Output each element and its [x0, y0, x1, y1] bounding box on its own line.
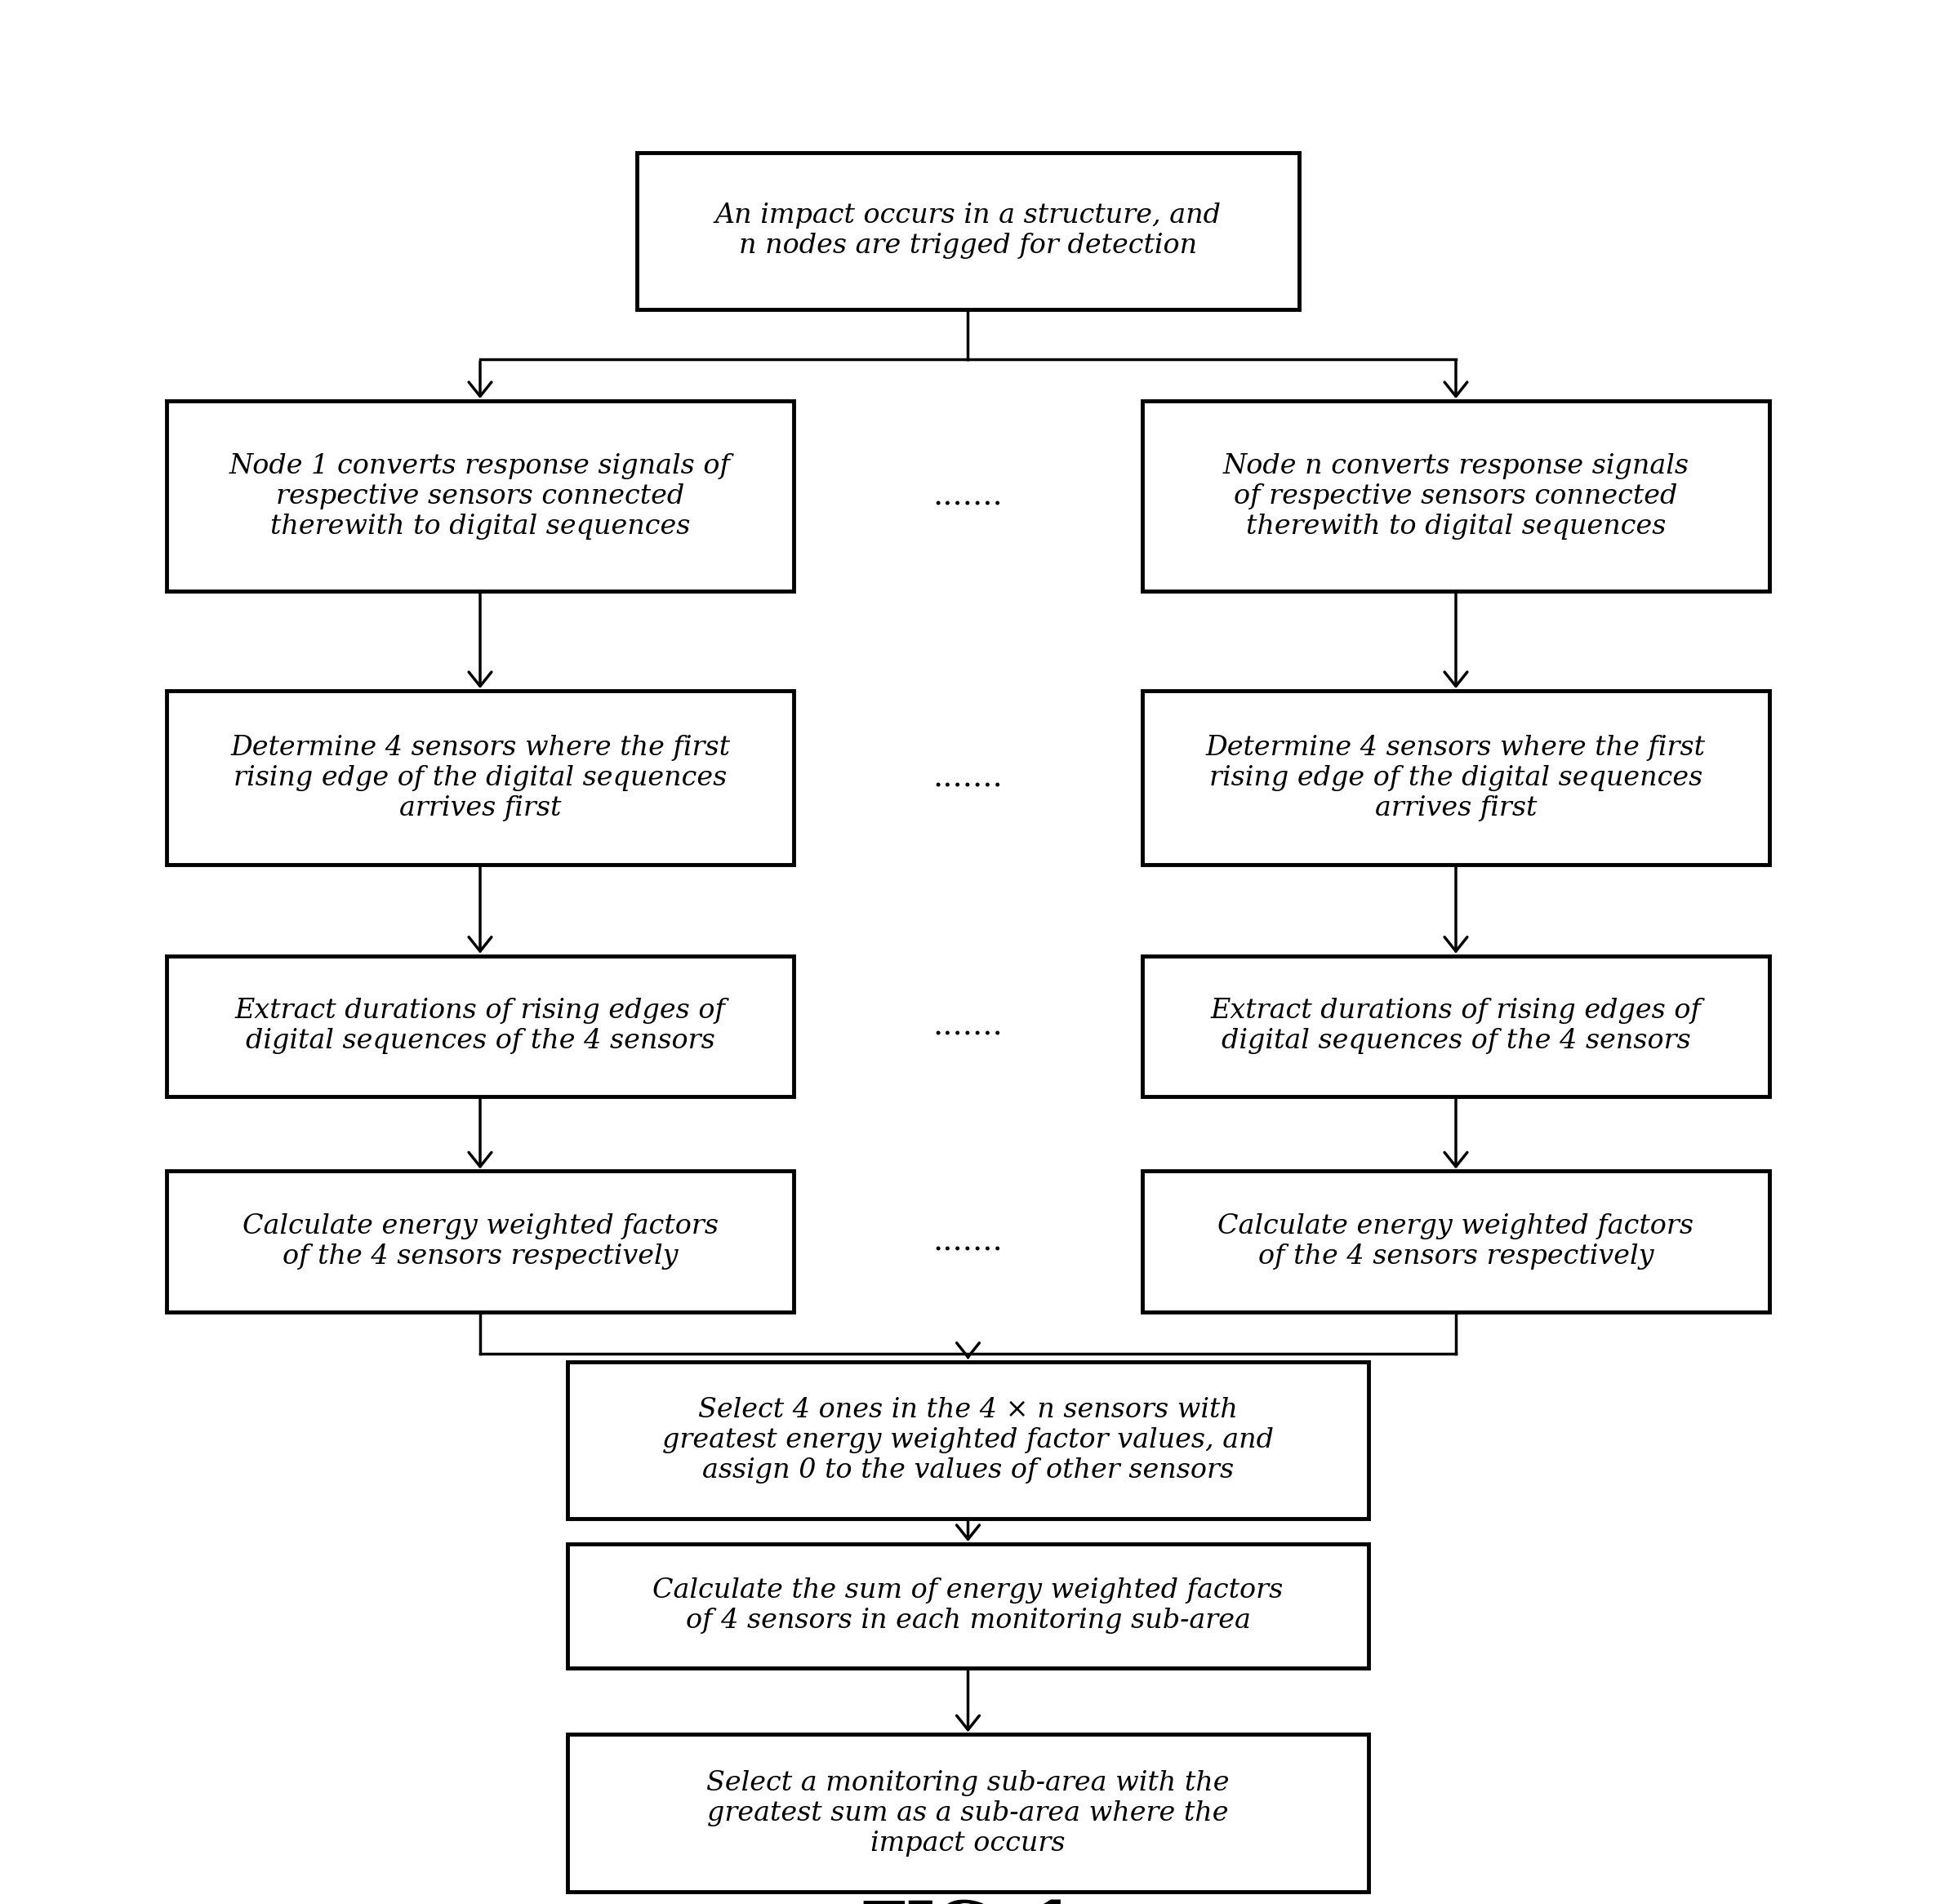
Text: Node 1 converts response signals of
respective sensors connected
therewith to di: Node 1 converts response signals of resp… — [230, 453, 730, 539]
Text: .......: ....... — [933, 1226, 1003, 1257]
Text: Calculate energy weighted factors
of the 4 sensors respectively: Calculate energy weighted factors of the… — [1218, 1213, 1694, 1270]
FancyBboxPatch shape — [567, 1735, 1369, 1893]
Text: Extract durations of rising edges of
digital sequences of the 4 sensors: Extract durations of rising edges of dig… — [234, 998, 726, 1055]
Text: Extract durations of rising edges of
digital sequences of the 4 sensors: Extract durations of rising edges of dig… — [1210, 998, 1702, 1055]
Text: Select 4 ones in the 4 × n sensors with
greatest energy weighted factor values, : Select 4 ones in the 4 × n sensors with … — [662, 1398, 1274, 1483]
Text: An impact occurs in a structure, and
n nodes are trigged for detection: An impact occurs in a structure, and n n… — [714, 204, 1222, 259]
FancyBboxPatch shape — [166, 956, 794, 1097]
FancyBboxPatch shape — [166, 402, 794, 592]
FancyBboxPatch shape — [1142, 691, 1770, 864]
FancyBboxPatch shape — [166, 1171, 794, 1312]
FancyBboxPatch shape — [637, 152, 1299, 310]
FancyBboxPatch shape — [1142, 1171, 1770, 1312]
Text: Select a monitoring sub-area with the
greatest sum as a sub-area where the
impac: Select a monitoring sub-area with the gr… — [707, 1769, 1229, 1856]
Text: Determine 4 sensors where the first
rising edge of the digital sequences
arrives: Determine 4 sensors where the first risi… — [230, 735, 730, 821]
Text: Calculate the sum of energy weighted factors
of 4 sensors in each monitoring sub: Calculate the sum of energy weighted fac… — [652, 1578, 1284, 1634]
Text: .......: ....... — [933, 764, 1003, 792]
Text: FIG. 1: FIG. 1 — [860, 1898, 1076, 1904]
FancyBboxPatch shape — [166, 691, 794, 864]
FancyBboxPatch shape — [1142, 402, 1770, 592]
Text: Determine 4 sensors where the first
rising edge of the digital sequences
arrives: Determine 4 sensors where the first risi… — [1206, 735, 1706, 821]
FancyBboxPatch shape — [567, 1544, 1369, 1668]
FancyBboxPatch shape — [1142, 956, 1770, 1097]
Text: .......: ....... — [933, 1011, 1003, 1041]
Text: Calculate energy weighted factors
of the 4 sensors respectively: Calculate energy weighted factors of the… — [242, 1213, 718, 1270]
Text: Node n converts response signals
of respective sensors connected
therewith to di: Node n converts response signals of resp… — [1224, 453, 1688, 539]
Text: .......: ....... — [933, 482, 1003, 510]
FancyBboxPatch shape — [567, 1361, 1369, 1519]
